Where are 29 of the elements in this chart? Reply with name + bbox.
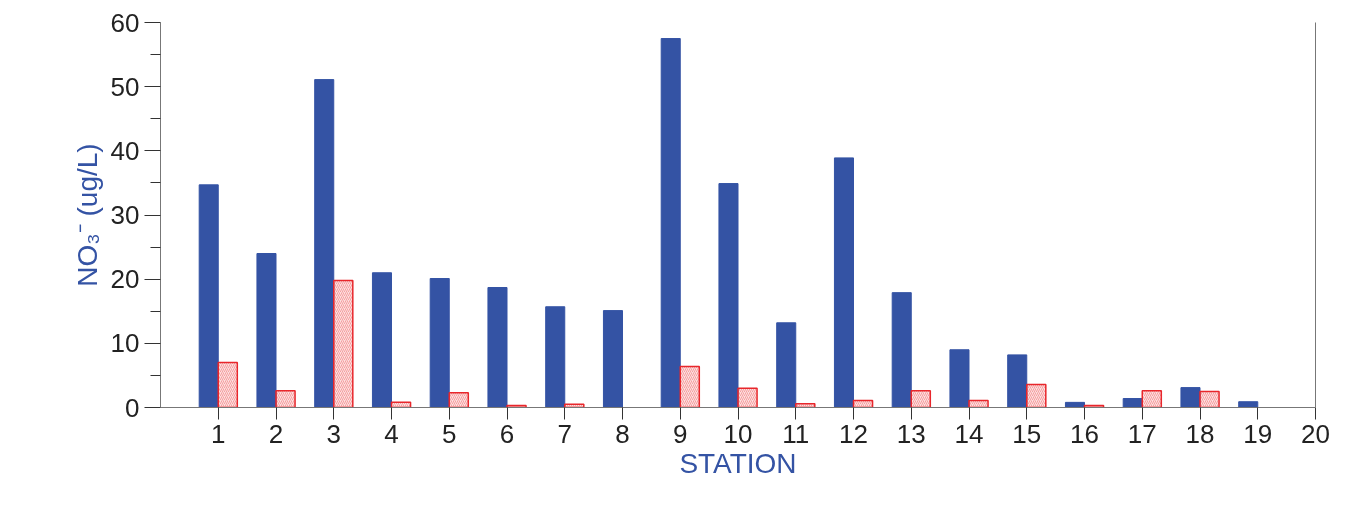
x-tick-label: 2 xyxy=(268,418,284,449)
x-tick-label: 9 xyxy=(673,418,688,449)
x-tick-label: 12 xyxy=(839,418,868,449)
x-tick-label: 5 xyxy=(442,418,457,449)
y-tick-label: 10 xyxy=(110,328,140,359)
y-axis-title: NO₃⁻ (ug/L) xyxy=(71,143,103,287)
y-tick-label: 40 xyxy=(110,135,140,166)
x-tick-label: 11 xyxy=(782,418,810,449)
x-tick-label: 18 xyxy=(1185,418,1215,449)
x-tick-label: 13 xyxy=(896,418,926,449)
y-tick-label: 50 xyxy=(110,71,140,102)
y-tick-label: 20 xyxy=(110,264,140,295)
x-tick-label: 19 xyxy=(1243,418,1273,449)
x-tick-label: 14 xyxy=(954,418,984,449)
x-tick-label: 15 xyxy=(1012,418,1042,449)
x-tick-label: 17 xyxy=(1127,418,1157,449)
x-tick-label: 1 xyxy=(211,418,226,449)
x-tick-label: 3 xyxy=(326,418,341,449)
y-tick-label: 30 xyxy=(110,200,140,230)
x-tick-label: 16 xyxy=(1070,418,1099,449)
x-tick-label: 6 xyxy=(499,418,515,449)
x-tick-label: 4 xyxy=(384,418,399,449)
x-tick-label: 20 xyxy=(1301,418,1330,449)
x-tick-label: 8 xyxy=(615,418,630,449)
x-tick-label: 7 xyxy=(557,418,572,449)
y-tick-label: 0 xyxy=(125,392,140,423)
x-tick-label: 10 xyxy=(723,418,753,449)
y-tick-label: 60 xyxy=(110,7,140,38)
x-axis-title: STATION xyxy=(679,447,797,479)
